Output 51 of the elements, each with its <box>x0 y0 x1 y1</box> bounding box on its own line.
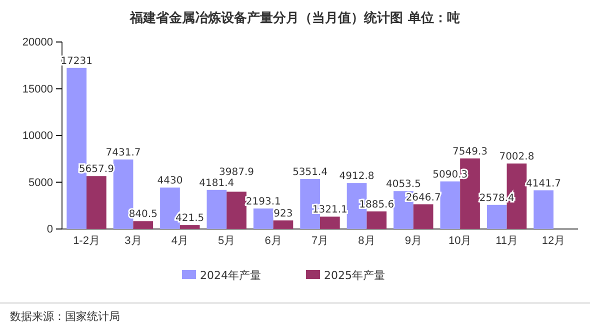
y-tick-label: 20000 <box>22 36 53 49</box>
data-label: 3987.9 <box>219 166 254 178</box>
data-label: 7549.3 <box>452 146 488 158</box>
bar <box>273 220 294 229</box>
data-label: 4141.7 <box>526 178 562 190</box>
bar <box>206 190 227 229</box>
legend-label: 2025年产量 <box>324 269 385 282</box>
bar <box>534 190 554 229</box>
bar <box>320 216 340 229</box>
x-tick-label: 12月 <box>542 234 566 247</box>
bar <box>440 181 460 229</box>
bar <box>253 208 274 229</box>
x-tick-label: 11月 <box>496 234 518 247</box>
data-label: 5351.4 <box>292 166 328 178</box>
source-note: 数据来源：国家统计局 <box>10 310 120 323</box>
x-tick-label: 9月 <box>404 234 422 247</box>
data-label: 7002.8 <box>499 152 534 163</box>
bar <box>180 225 200 229</box>
x-tick-label: 5月 <box>218 234 236 247</box>
data-label: 4053.5 <box>386 179 421 190</box>
bar <box>86 176 106 229</box>
data-label: 4912.8 <box>339 171 374 182</box>
legend-label: 2024年产量 <box>200 269 261 282</box>
y-tick-label: 5000 <box>28 176 53 189</box>
y-tick-label: 15000 <box>22 83 53 96</box>
x-tick-label: 4月 <box>171 234 188 247</box>
x-tick-label: 10月 <box>448 234 472 247</box>
x-tick-label: 7月 <box>311 234 329 247</box>
bar <box>133 221 154 229</box>
data-label: 4181.4 <box>199 178 234 189</box>
data-label: 4430 <box>157 176 183 187</box>
bar <box>366 211 387 229</box>
data-label: 7431.7 <box>106 148 141 159</box>
bar <box>486 204 507 229</box>
y-tick-label: 10000 <box>22 130 53 142</box>
chart-title: 福建省金属冶炼设备产量分月（当月值）统计图 单位：吨 <box>129 10 460 26</box>
x-tick-label: 1-2月 <box>73 234 100 247</box>
x-tick-label: 3月 <box>124 234 142 247</box>
data-label: 1885.6 <box>359 199 394 210</box>
bar <box>226 192 246 229</box>
y-tick-label: 0 <box>46 224 53 236</box>
data-label: 923 <box>274 208 293 220</box>
data-label: 1321.1 <box>312 204 348 216</box>
data-label: 5657.9 <box>78 164 114 176</box>
data-label: 421.5 <box>176 213 204 224</box>
bar <box>413 204 434 229</box>
data-label: 840.5 <box>128 209 158 220</box>
data-label: 2193.1 <box>246 196 281 208</box>
x-tick-label: 6月 <box>264 234 282 247</box>
x-tick-label: 8月 <box>358 234 376 247</box>
data-label: 2646.7 <box>406 192 441 204</box>
